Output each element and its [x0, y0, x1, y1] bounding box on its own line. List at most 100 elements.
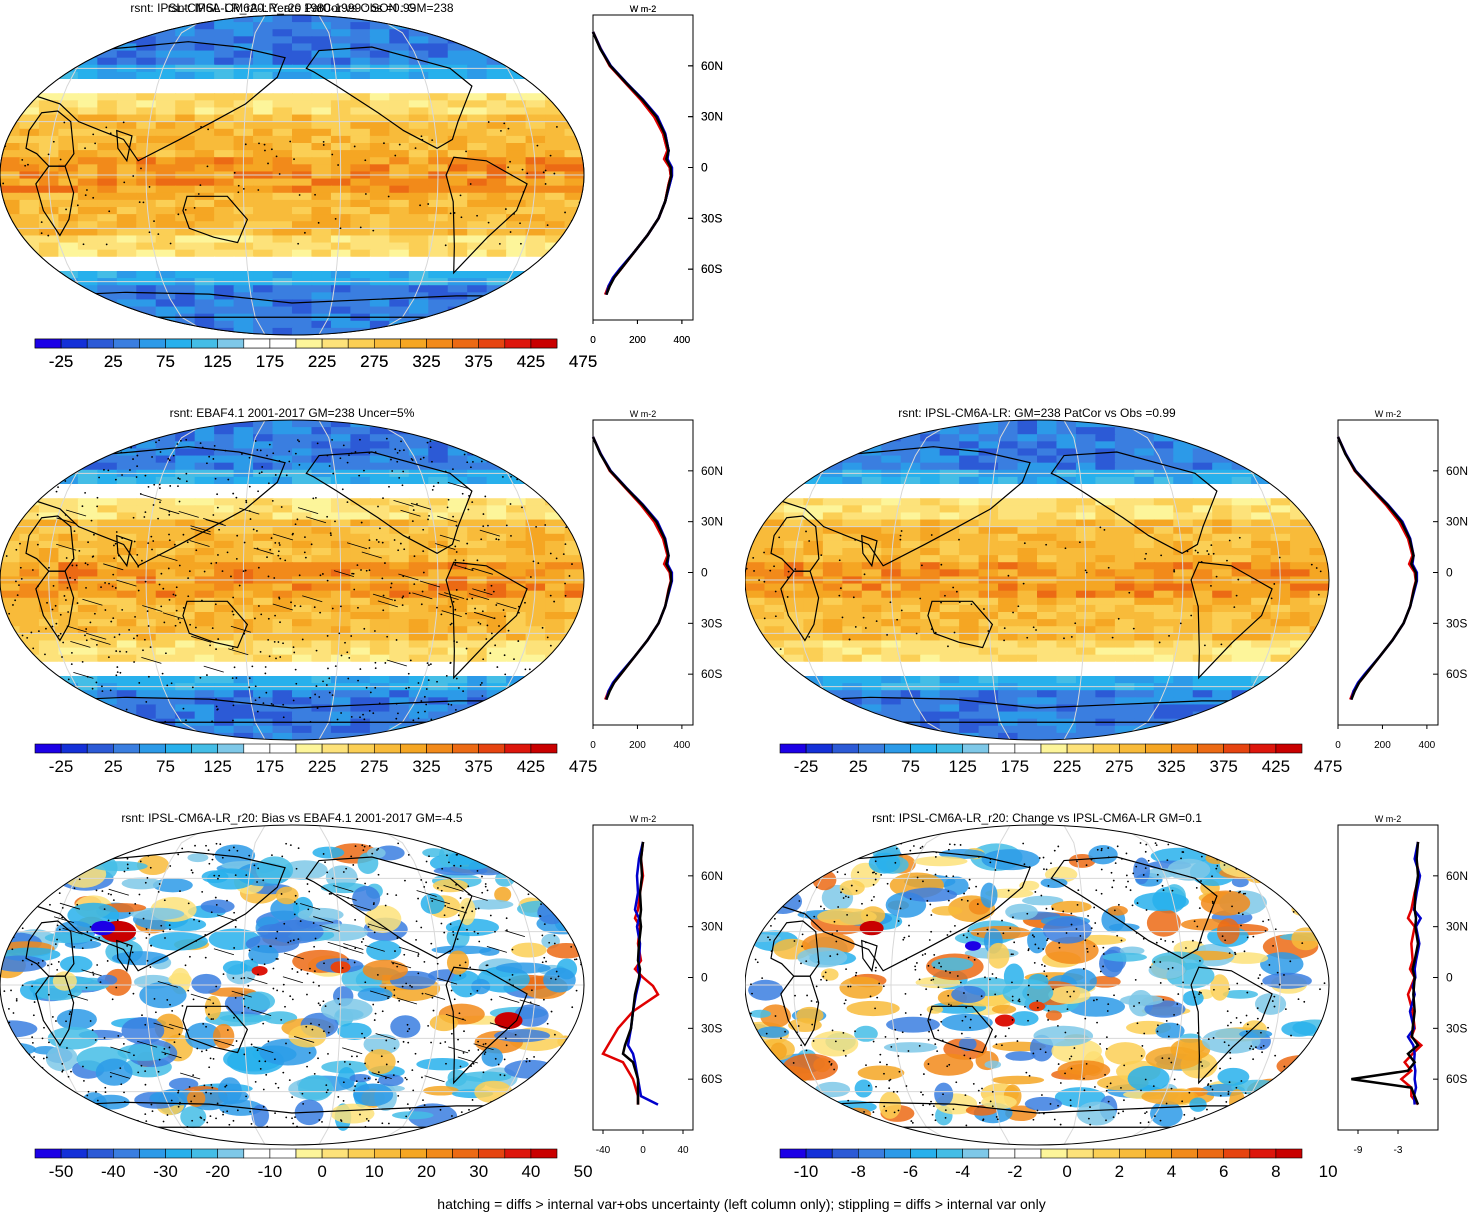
- stipple: [123, 850, 125, 853]
- stipple: [18, 644, 21, 646]
- coastline: [788, 1101, 1286, 1128]
- stipple: [484, 885, 487, 888]
- stipple: [70, 1070, 72, 1073]
- stipple: [461, 492, 464, 495]
- stipple: [1211, 875, 1213, 878]
- stipple: [447, 703, 450, 706]
- hatch: [519, 999, 540, 1007]
- stipple: [811, 1023, 814, 1026]
- stipple: [257, 973, 259, 976]
- stipple: [420, 603, 423, 606]
- stipple: [244, 143, 247, 146]
- stipple: [384, 562, 386, 564]
- stipple: [343, 1060, 346, 1063]
- stipple: [126, 867, 129, 870]
- stipple: [963, 992, 965, 994]
- stipple: [84, 1105, 87, 1108]
- stipple: [1198, 991, 1201, 994]
- stipple: [463, 453, 466, 456]
- colorbar-box: [139, 743, 166, 754]
- stipple: [298, 574, 301, 577]
- stipple: [447, 498, 450, 501]
- stipple: [1267, 918, 1270, 921]
- stipple: [71, 564, 74, 567]
- zonal-lat-label: 60S: [701, 262, 722, 276]
- grid-line: [1117, 420, 1184, 740]
- stipple: [61, 656, 63, 658]
- stipple: [421, 138, 424, 141]
- stipple: [1239, 1021, 1242, 1024]
- stipple: [1117, 617, 1120, 620]
- stipple: [1022, 842, 1025, 845]
- stipple: [142, 649, 144, 652]
- stipple: [564, 1065, 567, 1068]
- stipple: [96, 496, 99, 499]
- stipple: [1073, 1047, 1076, 1049]
- stipple: [270, 537, 273, 539]
- stipple: [242, 187, 245, 190]
- stipple: [977, 1105, 980, 1108]
- stipple: [1255, 1046, 1257, 1049]
- stipple: [470, 466, 472, 469]
- stipple: [232, 492, 235, 495]
- map-title: rsnt: EBAF4.1 2001-2017 GM=238 Uncer=5%: [170, 406, 415, 420]
- stipple: [21, 959, 24, 962]
- stipple: [71, 717, 74, 720]
- stipple: [181, 847, 184, 850]
- stipple: [421, 590, 424, 593]
- stipple: [559, 908, 562, 911]
- stipple: [763, 551, 765, 554]
- stipple: [512, 984, 514, 987]
- stipple: [163, 899, 166, 902]
- stipple: [552, 493, 555, 496]
- hatch: [457, 1056, 478, 1064]
- stipple: [1043, 965, 1046, 967]
- stipple: [477, 932, 479, 935]
- hatch: [300, 903, 321, 910]
- stipple: [1268, 964, 1271, 966]
- stipple: [476, 870, 479, 872]
- stipple: [1181, 1100, 1184, 1103]
- stipple: [159, 451, 162, 453]
- stipple: [372, 712, 375, 715]
- stipple: [401, 985, 404, 988]
- stipple: [402, 1040, 405, 1043]
- stipple: [178, 564, 181, 567]
- stipple: [144, 474, 147, 477]
- stipple: [405, 687, 408, 690]
- stipple: [1002, 932, 1005, 935]
- stipple: [369, 691, 372, 694]
- stipple: [236, 849, 239, 852]
- stipple: [800, 880, 803, 883]
- zonal-lat-label: 30S: [701, 616, 722, 630]
- stipple: [1144, 1112, 1146, 1115]
- stipple: [279, 621, 281, 624]
- stipple: [930, 1008, 933, 1011]
- stipple: [140, 1064, 143, 1067]
- stipple: [294, 1116, 296, 1119]
- stipple: [218, 528, 221, 531]
- stipple: [805, 960, 808, 963]
- stipple: [1265, 847, 1268, 850]
- stipple: [872, 1111, 875, 1113]
- stipple: [135, 476, 138, 478]
- stipple: [794, 994, 796, 997]
- stipple: [468, 1108, 470, 1111]
- stipple: [910, 1120, 913, 1122]
- stipple: [323, 962, 325, 965]
- stipple: [920, 564, 923, 567]
- stipple: [502, 476, 504, 478]
- stipple: [966, 899, 969, 902]
- stipple: [54, 943, 57, 945]
- stipple: [326, 1089, 329, 1091]
- stipple: [33, 1056, 35, 1058]
- stipple: [546, 1022, 549, 1025]
- stipple: [1120, 939, 1123, 942]
- stipple: [147, 485, 150, 488]
- colorbar-box: [165, 743, 192, 754]
- stipple: [170, 1099, 173, 1102]
- stipple: [921, 845, 924, 848]
- stipple: [104, 1091, 107, 1094]
- hatch: [327, 941, 348, 949]
- stipple: [995, 1116, 998, 1118]
